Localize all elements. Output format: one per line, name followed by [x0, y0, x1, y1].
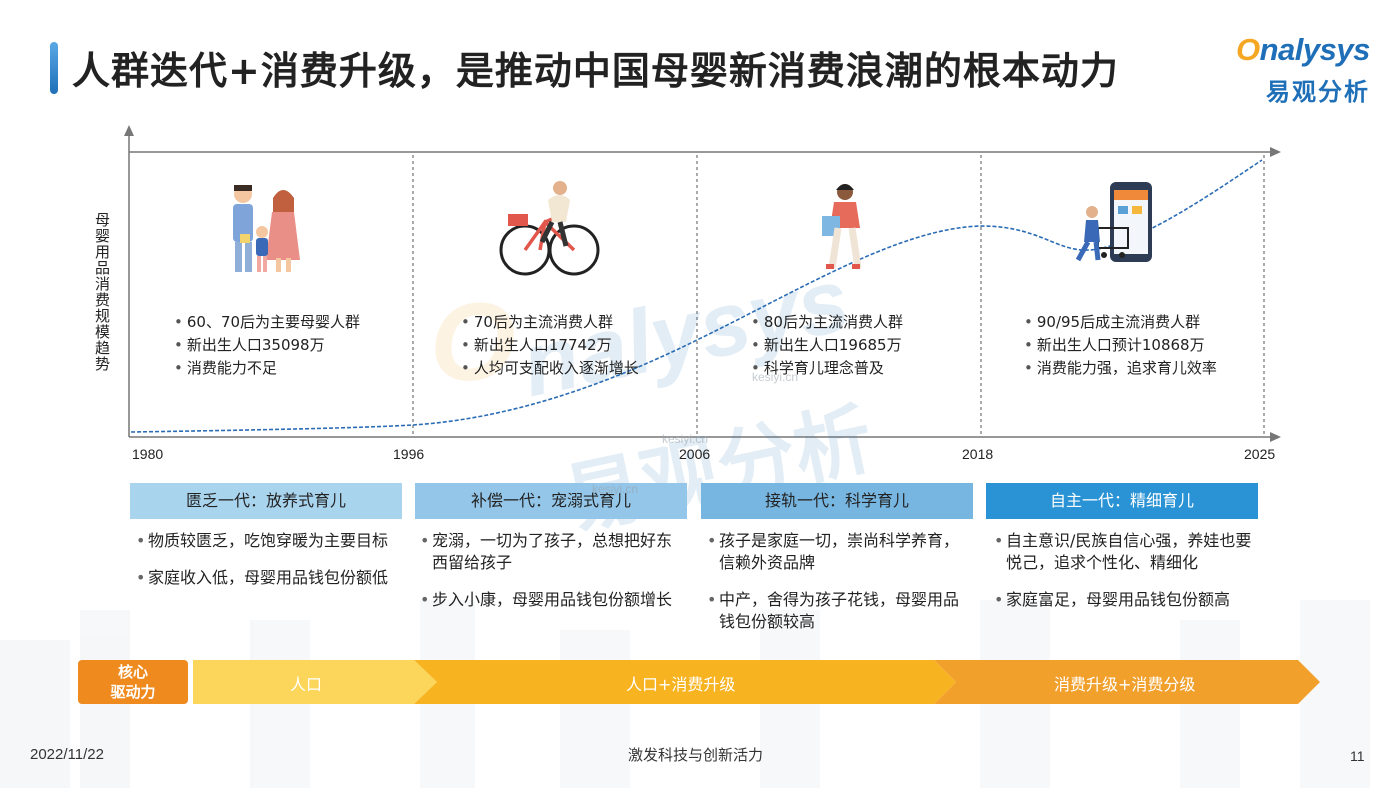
description-point: 家庭富足，母婴用品钱包份额高	[994, 589, 1256, 611]
description-point: 步入小康，母婴用品钱包份额增长	[420, 589, 682, 611]
era-3-bullets: 80后为主流消费人群 新出生人口19685万 科学育儿理念普及	[751, 311, 903, 380]
bullet-item: 消费能力强，追求育儿效率	[1024, 357, 1217, 380]
core-label-line-2: 驱动力	[110, 683, 156, 701]
bullet-item: 90/95后成主流消费人群	[1024, 311, 1217, 334]
logo-swoosh-icon: O	[1236, 32, 1260, 67]
watermark-text: kesiyi.cn	[662, 432, 709, 446]
era-4-bullets: 90/95后成主流消费人群 新出生人口预计10868万 消费能力强，追求育儿效率	[1024, 311, 1217, 380]
era-2-description: 宠溺，一切为了孩子，总想把好东西留给孩子 步入小康，母婴用品钱包份额增长	[420, 530, 682, 626]
svg-text:易观分析: 易观分析	[557, 394, 881, 547]
logo-en-text: nalysys	[1259, 32, 1371, 67]
bullet-item: 消费能力不足	[174, 357, 360, 380]
driver-arrow-upgrade-differentiation	[934, 660, 1320, 704]
era-1-bullets: 60、70后为主要母婴人群 新出生人口35098万 消费能力不足	[174, 311, 360, 380]
era-header-1: 匮乏一代：放养式育儿	[130, 483, 402, 519]
y-axis-label: 母婴用品消费规模趋势	[93, 212, 111, 372]
driver-label-population-upgrade: 人口+消费升级	[626, 675, 736, 694]
bicycle-illustration	[499, 181, 600, 276]
description-point: 宠溺，一切为了孩子，总想把好东西留给孩子	[420, 530, 682, 574]
x-axis-arrow-icon	[1270, 432, 1281, 442]
bullet-item: 60、70后为主要母婴人群	[174, 311, 360, 334]
y-axis-arrow-icon	[124, 125, 134, 136]
online-shop-illustration	[1075, 182, 1152, 262]
page-number: 11	[1350, 748, 1365, 764]
era-header-3: 接轨一代：科学育儿	[701, 483, 973, 519]
core-driver-badge: 核心 驱动力	[78, 660, 188, 704]
analysys-logo: Onalysys 易观分析	[1236, 32, 1376, 106]
shopper-illustration	[822, 184, 862, 269]
driver-arrow-population	[193, 660, 437, 704]
family-illustration	[233, 185, 300, 272]
description-point: 物质较匮乏，吃饱穿暖为主要目标	[136, 530, 398, 552]
bullet-item: 新出生人口17742万	[461, 334, 639, 357]
top-axis-arrow-icon	[1270, 147, 1281, 157]
footer-slogan: 激发科技与创新活力	[628, 746, 764, 764]
bullet-item: 70后为主流消费人群	[461, 311, 639, 334]
watermark-text: kesiyi.cn	[752, 370, 799, 384]
era-3-description: 孩子是家庭一切，崇尚科学养育，信赖外资品牌 中产，舍得为孩子花钱，母婴用品钱包份…	[707, 530, 969, 648]
footer-date: 2022/11/22	[30, 746, 104, 763]
year-label: 2018	[962, 446, 994, 462]
title-accent-bar	[50, 42, 58, 94]
era-2-bullets: 70后为主流消费人群 新出生人口17742万 人均可支配收入逐渐增长	[461, 311, 639, 380]
page-title: 人群迭代+消费升级，是推动中国母婴新消费浪潮的根本动力	[72, 49, 1119, 93]
description-point: 家庭收入低，母婴用品钱包份额低	[136, 567, 398, 589]
year-label: 2006	[679, 446, 711, 462]
year-label: 1996	[393, 446, 425, 462]
bullet-item: 人均可支配收入逐渐增长	[461, 357, 639, 380]
description-point: 孩子是家庭一切，崇尚科学养育，信赖外资品牌	[707, 530, 969, 574]
year-label: 2025	[1244, 446, 1276, 462]
driver-label-population: 人口	[290, 675, 323, 694]
description-point: 中产，舍得为孩子花钱，母婴用品钱包份额较高	[707, 589, 969, 633]
bullet-item: 新出生人口35098万	[174, 334, 360, 357]
era-1-description: 物质较匮乏，吃饱穿暖为主要目标 家庭收入低，母婴用品钱包份额低	[136, 530, 398, 604]
year-label: 1980	[132, 446, 164, 462]
era-header-2: 补偿一代：宠溺式育儿	[415, 483, 687, 519]
bullet-item: 80后为主流消费人群	[751, 311, 903, 334]
driver-arrow-population-upgrade	[414, 660, 956, 704]
era-header-4: 自主一代：精细育儿	[986, 483, 1258, 519]
watermark-text: kesiyi.cn	[592, 482, 639, 496]
era-4-description: 自主意识/民族自信心强，养娃也要悦己，追求个性化、精细化 家庭富足，母婴用品钱包…	[994, 530, 1256, 626]
bullet-item: 新出生人口19685万	[751, 334, 903, 357]
description-point: 自主意识/民族自信心强，养娃也要悦己，追求个性化、精细化	[994, 530, 1256, 574]
logo-cn-text: 易观分析	[1266, 78, 1370, 106]
bullet-item: 新出生人口预计10868万	[1024, 334, 1217, 357]
core-label-line-1: 核心	[117, 663, 148, 681]
bullet-item: 科学育儿理念普及	[751, 357, 903, 380]
driver-label-upgrade-differentiation: 消费升级+消费分级	[1054, 675, 1196, 694]
